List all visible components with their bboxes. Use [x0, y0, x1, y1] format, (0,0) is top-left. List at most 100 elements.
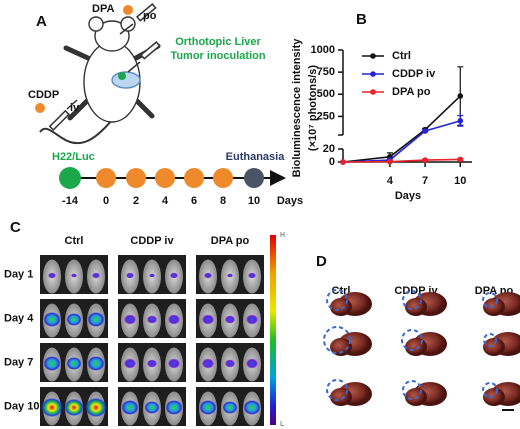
- colorbar: [270, 235, 276, 425]
- tumor-outline: [402, 380, 422, 400]
- drug-dot: [123, 5, 133, 15]
- column-header: Ctrl: [65, 235, 84, 247]
- timeline-dot: [126, 168, 146, 188]
- signal-blob: [199, 400, 217, 415]
- signal-blob: [170, 272, 178, 279]
- legend-marker: [370, 53, 376, 59]
- row-label: Day 10: [4, 400, 39, 412]
- tumor-outline: [483, 333, 497, 347]
- tumor-outline: [326, 289, 348, 311]
- annotation: Orthotopic Liver: [175, 36, 261, 48]
- panel-label: A: [36, 13, 47, 30]
- data-point: [387, 158, 393, 165]
- signal-blob: [245, 314, 259, 325]
- signal-blob: [126, 272, 134, 279]
- timeline-dot: [213, 168, 233, 188]
- route-label: po: [143, 10, 157, 22]
- liver-lobe: [483, 338, 505, 356]
- legend-label: DPA po: [392, 86, 431, 98]
- signal-blob: [248, 272, 256, 279]
- signal-blob: [92, 272, 100, 279]
- tumor-outline: [326, 379, 348, 401]
- tumor-outline: [401, 329, 423, 351]
- signal-blob: [167, 358, 181, 369]
- y-tick-label: 500: [317, 88, 335, 100]
- legend-marker: [370, 89, 376, 95]
- drug-label: DPA: [92, 3, 114, 15]
- liver-lobe: [330, 388, 352, 406]
- liver-lobe: [330, 338, 352, 356]
- signal-blob: [43, 312, 61, 327]
- signal-blob: [201, 314, 215, 325]
- syringes: [48, 2, 161, 131]
- signal-blob: [121, 400, 139, 415]
- signal-blob: [123, 358, 137, 369]
- endpoint-label: Euthanasia: [226, 151, 286, 163]
- legend-label: Ctrl: [392, 50, 411, 62]
- x-tick-label: 10: [454, 175, 466, 187]
- y-axis-title: (×10⁷ photons/s): [307, 65, 319, 151]
- data-point: [457, 118, 464, 124]
- signal-blob: [245, 358, 259, 369]
- tumor-outline: [402, 290, 422, 310]
- signal-blob: [64, 398, 84, 417]
- liver-lobe: [483, 388, 505, 406]
- signal-blob: [43, 356, 61, 371]
- data-point: [422, 128, 428, 134]
- signal-blob: [167, 314, 181, 325]
- signal-blob: [222, 401, 238, 414]
- signal-blob: [87, 312, 105, 327]
- legend-label: CDDP iv: [392, 68, 436, 80]
- tumor-outline: [482, 292, 498, 308]
- liver-lobe: [330, 298, 352, 316]
- x-tick-label: 4: [387, 175, 394, 187]
- colorbar-label: L: [280, 421, 285, 428]
- signal-blob: [227, 273, 233, 278]
- tumor-outline: [323, 326, 351, 354]
- signal-blob: [149, 273, 155, 278]
- row-label: Day 1: [4, 268, 33, 280]
- timeline-label: 8: [220, 195, 226, 207]
- timeline-label: 10: [248, 195, 260, 207]
- timeline-label: 2: [133, 195, 139, 207]
- drug-label: CDDP: [28, 89, 59, 101]
- x-tick-label: 7: [422, 175, 428, 187]
- column-header: CDDP iv: [130, 235, 174, 247]
- liver-lobe: [483, 298, 505, 316]
- drug-dot: [35, 103, 45, 113]
- signal-blob: [85, 397, 107, 418]
- y-tick-label: 750: [317, 66, 335, 78]
- timeline-dot: [59, 167, 81, 189]
- cell-line-label: H22/Luc: [52, 151, 95, 163]
- signal-blob: [144, 401, 160, 414]
- signal-blob: [224, 315, 236, 324]
- signal-blob: [123, 314, 137, 325]
- tumor-outline: [482, 382, 498, 398]
- y-tick-label: 1000: [311, 44, 335, 56]
- timeline-label: 4: [162, 195, 169, 207]
- legend-marker: [370, 71, 376, 77]
- signal-blob: [87, 356, 105, 371]
- row-label: Day 4: [4, 312, 34, 324]
- data-point: [422, 157, 428, 163]
- panel-label: B: [356, 11, 367, 28]
- signal-blob: [41, 397, 63, 418]
- row-label: Day 7: [4, 356, 33, 368]
- panel-label: C: [10, 219, 21, 236]
- annotation: Tumor inoculation: [170, 50, 265, 62]
- x-axis-title: Days: [395, 190, 421, 202]
- colorbar-label: H: [280, 232, 285, 239]
- y-axis-title: Bioluminescence intensity: [291, 38, 303, 178]
- panel-label: D: [316, 253, 327, 270]
- y-tick-label: 0: [329, 156, 335, 168]
- signal-blob: [66, 357, 82, 370]
- signal-blob: [224, 359, 236, 368]
- timeline-label: 6: [191, 195, 197, 207]
- timeline-label: 0: [103, 195, 109, 207]
- signal-blob: [204, 272, 212, 279]
- series-line: [342, 158, 461, 163]
- timeline-dot: [184, 168, 204, 188]
- signal-blob: [201, 358, 215, 369]
- series-line: [342, 95, 461, 163]
